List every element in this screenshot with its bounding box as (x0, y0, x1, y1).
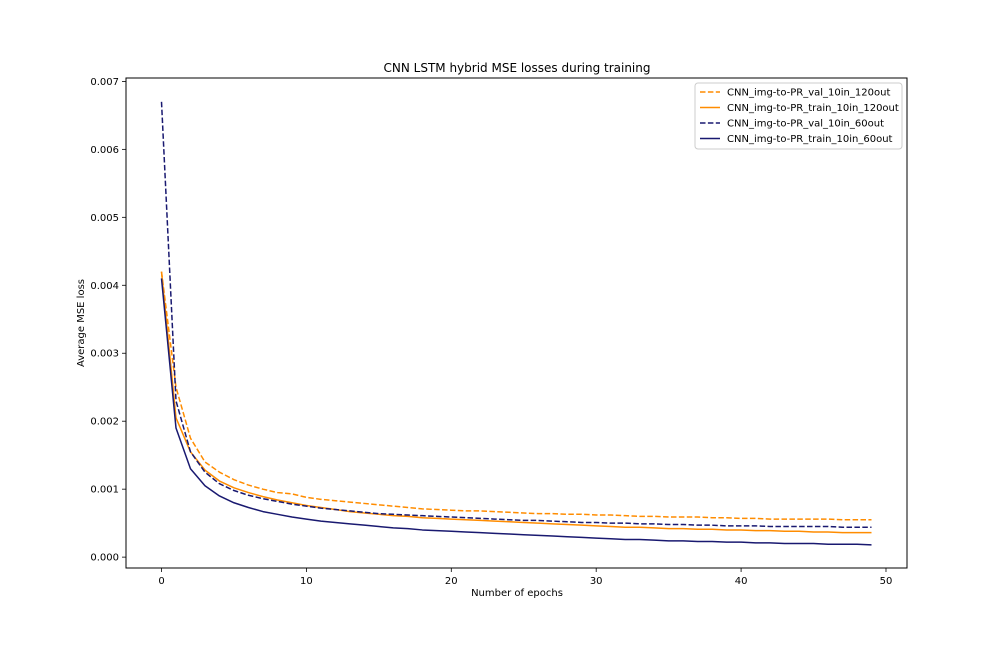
series-line-3 (160, 101, 872, 528)
legend-label: CNN_img-to-PR_val_10in_120out (727, 88, 890, 99)
x-tick-label: 40 (735, 576, 748, 587)
y-tick-label: 0.003 (90, 349, 119, 360)
y-tick-label: 0.007 (90, 77, 119, 88)
legend-label: CNN_img-to-PR_val_10in_60out (727, 119, 884, 130)
y-tick-label: 0.000 (90, 553, 119, 564)
x-tick-label: 10 (300, 576, 313, 587)
series-line-2 (160, 271, 872, 534)
x-tick-label: 20 (445, 576, 458, 587)
legend: CNN_img-to-PR_val_10in_120out CNN_img-to-… (694, 82, 903, 150)
plot-frame (125, 77, 908, 569)
series-line-1 (160, 271, 872, 521)
legend-box (694, 82, 903, 150)
y-tick-label: 0.002 (90, 417, 119, 428)
x-tick-label: 30 (590, 576, 603, 587)
x-tick-label: 0 (158, 576, 164, 587)
y-tick-label: 0.001 (90, 485, 119, 496)
series-line-4 (160, 278, 872, 546)
y-tick-label: 0.004 (90, 281, 119, 292)
legend-label: CNN_img-to-PR_train_10in_120out (727, 103, 899, 114)
y-tick-label: 0.005 (90, 213, 119, 224)
x-axis-label: Number of epochs (471, 588, 563, 599)
series-lines (160, 101, 872, 546)
y-tick-label: 0.006 (90, 145, 119, 156)
legend-label: CNN_img-to-PR_train_10in_60out (727, 134, 893, 145)
y-axis-label: Average MSE loss (76, 279, 87, 367)
x-tick-label: 50 (880, 576, 893, 587)
y-axis-ticks: 0.000 0.001 0.002 0.003 0.004 0.005 0.006 0.007 (90, 77, 126, 564)
x-axis-ticks: 0 10 20 30 40 50 (158, 568, 892, 587)
chart-title: CNN LSTM hybrid MSE losses during traini… (384, 61, 651, 75)
